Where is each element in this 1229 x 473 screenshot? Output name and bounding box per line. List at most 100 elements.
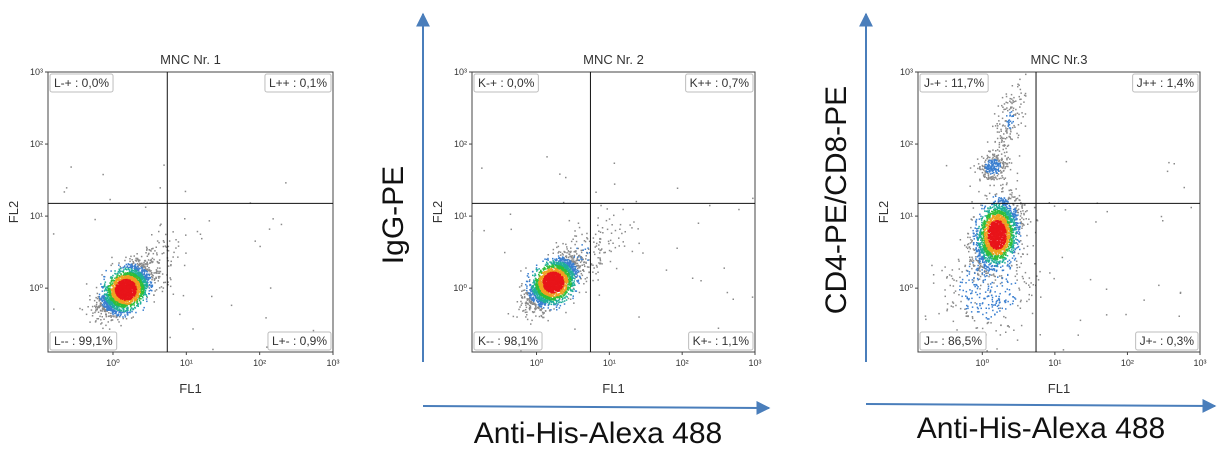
event-dot xyxy=(146,263,148,265)
event-dot xyxy=(565,295,567,297)
event-dot xyxy=(131,297,134,300)
event-dot xyxy=(540,271,543,273)
event-dot xyxy=(118,291,120,294)
event-dot xyxy=(111,282,114,284)
event-dot xyxy=(134,296,136,299)
event-dot xyxy=(104,310,107,312)
event-dot xyxy=(552,300,554,303)
event-dot xyxy=(564,297,566,299)
event-dot xyxy=(585,261,587,264)
event-dot xyxy=(558,301,561,303)
event-dot xyxy=(140,282,143,284)
event-dot xyxy=(133,301,136,303)
event-dot xyxy=(140,294,142,297)
event-dot xyxy=(575,235,578,237)
event-dot xyxy=(542,286,544,289)
event-dot xyxy=(579,265,581,267)
event-dot xyxy=(608,249,611,252)
event-dot xyxy=(572,284,574,287)
event-dot xyxy=(535,315,537,317)
event-dot xyxy=(528,298,531,300)
event-dot xyxy=(95,296,97,299)
event-dot xyxy=(108,315,110,317)
event-dot xyxy=(100,312,102,315)
quadrant-stat-box xyxy=(264,73,332,93)
event-dot xyxy=(563,257,565,259)
event-dot xyxy=(148,274,151,276)
event-dot xyxy=(533,299,535,302)
event-dot xyxy=(566,296,568,298)
event-dot xyxy=(131,294,133,297)
event-dot xyxy=(159,267,161,269)
event-dot xyxy=(532,301,534,304)
event-dot xyxy=(540,306,542,308)
event-dot xyxy=(96,297,99,300)
event-dot xyxy=(575,251,577,253)
event-dot xyxy=(592,264,594,266)
event-dot xyxy=(525,292,527,294)
event-dot xyxy=(595,264,598,267)
event-dot xyxy=(161,252,163,255)
event-dot xyxy=(556,273,558,275)
event-dot xyxy=(141,281,144,284)
event-dot xyxy=(151,274,154,276)
event-dot xyxy=(558,289,561,291)
event-dot xyxy=(560,265,563,267)
event-dot xyxy=(144,264,146,266)
event-dot xyxy=(172,231,174,233)
event-dot xyxy=(576,271,579,274)
event-dot xyxy=(585,258,587,260)
event-dot xyxy=(120,292,122,295)
event-dot xyxy=(117,314,120,317)
event-dot xyxy=(578,226,581,229)
event-dot xyxy=(566,286,569,288)
event-dot xyxy=(108,285,110,287)
event-dot xyxy=(126,288,128,291)
event-dot xyxy=(583,283,585,285)
event-dot xyxy=(135,277,138,280)
event-dot xyxy=(572,295,574,297)
event-dot xyxy=(177,245,180,247)
event-dot xyxy=(52,233,55,235)
event-dot xyxy=(597,217,599,219)
event-dot xyxy=(595,191,597,193)
event-dot xyxy=(150,273,153,275)
event-dot xyxy=(155,271,158,273)
event-dot xyxy=(576,247,578,250)
event-dot xyxy=(557,293,560,295)
event-dot xyxy=(135,265,137,268)
event-dot xyxy=(583,261,585,264)
event-dot xyxy=(107,306,110,308)
event-dot xyxy=(562,282,565,284)
event-dot xyxy=(547,268,550,271)
event-dot xyxy=(533,279,535,281)
event-dot xyxy=(170,264,172,267)
event-dot xyxy=(547,307,549,309)
event-dot xyxy=(128,271,131,273)
event-dot xyxy=(110,302,112,304)
event-dot xyxy=(587,259,589,261)
event-dot xyxy=(577,280,580,282)
event-dot xyxy=(158,262,160,264)
event-dot xyxy=(144,206,147,208)
event-dot xyxy=(105,269,107,272)
event-dot xyxy=(117,274,119,276)
event-dot xyxy=(574,273,577,275)
event-dot xyxy=(588,271,590,273)
event-dot xyxy=(594,233,597,236)
event-dot xyxy=(98,300,101,302)
event-dot xyxy=(159,224,161,227)
event-dot xyxy=(575,260,578,262)
event-dot xyxy=(544,276,547,279)
event-dot xyxy=(573,283,576,285)
event-dot xyxy=(105,297,107,299)
event-dot xyxy=(572,258,575,260)
event-dot xyxy=(108,328,111,330)
y-label-cd4-cd8-pe: CD4-PE/CD8-PE xyxy=(820,86,853,314)
event-dot xyxy=(130,317,133,319)
event-dot xyxy=(117,271,120,273)
event-dot xyxy=(568,275,571,277)
event-dot xyxy=(126,272,129,274)
event-dot xyxy=(560,275,563,277)
event-dot xyxy=(540,314,542,317)
